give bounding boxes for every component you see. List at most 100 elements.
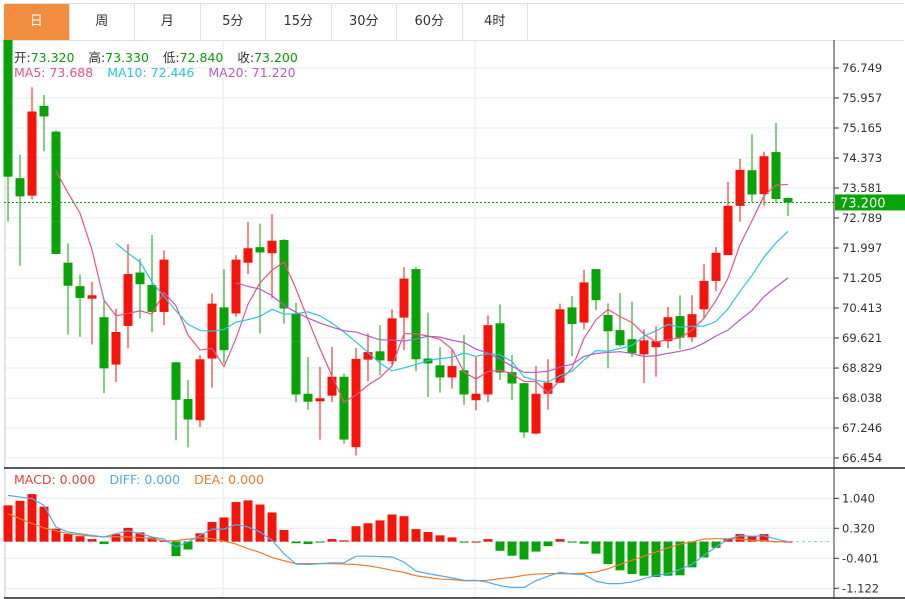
candle [411,266,421,372]
price-tick-label: 70.413 [842,301,882,315]
macd-bar [759,534,769,542]
tab-week[interactable]: 周 [70,4,135,40]
candle [87,281,97,345]
candle [315,366,325,440]
macd-bar [471,541,481,543]
candle-body [51,131,61,254]
ma5-line [55,170,789,404]
price-tick-label: 74.373 [842,151,882,165]
ma5-value: MA5: 73.688 [14,65,94,80]
candle [231,255,241,317]
candle-body [507,372,517,384]
candle-body [723,205,733,256]
candle [591,269,601,311]
macd-bar [207,522,217,542]
tab-5min[interactable]: 5分 [201,4,266,40]
candle-body [447,366,457,378]
macd-bar [243,500,253,542]
candle [327,346,337,403]
candle-body [255,247,265,253]
macd-bar [687,541,697,568]
macd-bar [495,541,505,551]
macd-bar [567,541,577,543]
tab-60min[interactable]: 60分 [397,4,463,40]
macd-bar [291,541,301,544]
candle-body [75,286,85,298]
macd-value: MACD: 0.000 [14,472,96,487]
candle [531,366,541,435]
price-tick-label: 69.621 [842,331,882,345]
price-tick-label: 73.581 [842,181,882,195]
candle [435,347,445,393]
candle [171,361,181,441]
candle-body [135,272,145,285]
tab-15min[interactable]: 15分 [266,4,332,40]
candle-body [363,352,373,360]
macd-bar [75,536,85,542]
ma10-value: MA10: 72.446 [107,65,195,80]
candle [615,292,625,347]
tab-day[interactable]: 日 [4,4,70,40]
macd-bar [675,541,685,576]
tab-30min[interactable]: 30分 [332,4,397,40]
tab-4hour[interactable]: 4时 [463,4,528,40]
dea-value: DEA: 0.000 [194,472,264,487]
macd-bar [231,502,241,542]
macd-bar [183,541,193,550]
candle-body [759,156,769,195]
candle [159,250,169,326]
macd-bar [483,539,493,542]
candle-body [483,325,493,395]
macd-bar [747,536,757,542]
low-label: 低: [162,50,180,65]
candle [711,247,721,292]
candle-body [435,365,445,378]
macd-bar [51,528,61,542]
candle-body [279,239,289,309]
macd-bar [723,538,733,542]
candle-body [519,383,529,433]
macd-bar [663,541,673,576]
candle [603,303,613,369]
candle-body [783,197,793,203]
macd-tick-label: -0.401 [842,551,879,565]
candle-body [15,178,25,197]
macd-bar [651,541,661,577]
price-tick-label: 71.205 [842,271,882,285]
price-tick-label: 76.749 [842,61,882,75]
candle [555,303,565,383]
candle-body [663,317,673,342]
candle [735,158,745,222]
candle [51,130,61,254]
macd-bar [639,541,649,576]
candle [399,267,409,351]
candle [111,308,121,383]
macd-bar [351,526,361,542]
macd-bar [627,541,637,575]
macd-bar [267,512,277,542]
candle [783,197,793,217]
candle-body [27,111,37,196]
macd-bar [615,541,625,571]
candle-body [399,278,409,318]
candle-body [3,40,13,177]
candle-body [291,313,301,395]
macd-bar [735,534,745,542]
candle [291,302,301,403]
price-tick-label: 72.789 [842,211,882,225]
macd-bar [255,504,265,542]
candle-body [267,240,277,254]
macd-bar [27,494,37,542]
macd-bar [171,541,181,557]
candle-body [495,323,505,373]
tab-month[interactable]: 月 [135,4,201,40]
candle [279,239,289,324]
macd-bar [63,534,73,542]
period-tabs: 日 周 月 5分 15分 30分 60分 4时 [4,3,904,41]
candle-body [315,398,325,402]
candle [699,264,709,318]
candle-body [579,282,589,323]
macd-bar [507,541,517,556]
price-tick-label: 68.038 [842,391,882,405]
